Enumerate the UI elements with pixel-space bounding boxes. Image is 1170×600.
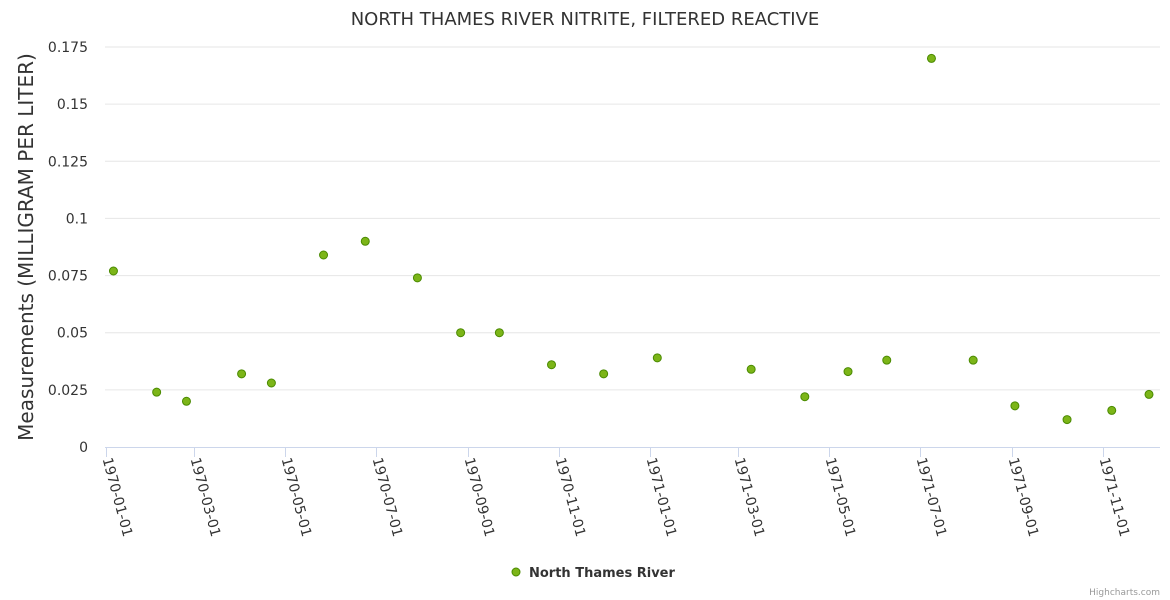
data-point[interactable] <box>1144 389 1154 399</box>
x-tick-label: 1970-05-01 <box>278 456 315 539</box>
data-point[interactable] <box>746 364 756 374</box>
x-tick-label: 1970-01-01 <box>99 456 136 539</box>
y-tick-label: 0.05 <box>57 326 88 342</box>
x-tick-label: 1970-09-01 <box>461 456 498 539</box>
y-tick-label: 0 <box>79 440 88 456</box>
data-point[interactable] <box>266 378 276 388</box>
x-tick-label: 1971-05-01 <box>822 456 859 539</box>
y-tick-label: 0.075 <box>48 269 88 285</box>
legend-label: North Thames River <box>529 566 675 581</box>
x-tick-label: 1971-07-01 <box>913 456 950 539</box>
data-point[interactable] <box>599 369 609 379</box>
x-tick-label: 1971-03-01 <box>731 456 768 539</box>
data-point[interactable] <box>360 236 370 246</box>
data-point[interactable] <box>968 355 978 365</box>
data-point[interactable] <box>319 250 329 260</box>
data-point[interactable] <box>800 392 810 402</box>
x-tick-label: 1971-11-01 <box>1096 456 1133 539</box>
data-point[interactable] <box>547 360 557 370</box>
y-tick-label: 0.175 <box>48 40 88 56</box>
data-point[interactable] <box>412 273 422 283</box>
data-point[interactable] <box>1062 415 1072 425</box>
x-tick-label: 1971-09-01 <box>1005 456 1042 539</box>
y-axis-label: Measurements (MILLIGRAM PER LITER) <box>14 53 38 441</box>
data-point[interactable] <box>456 328 466 338</box>
x-tick-label: 1971-01-01 <box>643 456 680 539</box>
y-tick-label: 0.1 <box>66 211 88 227</box>
data-point[interactable] <box>108 266 118 276</box>
legend-item[interactable]: North Thames River <box>511 566 675 581</box>
data-point[interactable] <box>494 328 504 338</box>
data-point[interactable] <box>237 369 247 379</box>
chart-title: NORTH THAMES RIVER NITRITE, FILTERED REA… <box>351 9 820 30</box>
data-point[interactable] <box>652 353 662 363</box>
data-point[interactable] <box>1107 405 1117 415</box>
data-point[interactable] <box>1010 401 1020 411</box>
data-point[interactable] <box>181 396 191 406</box>
data-point[interactable] <box>926 53 936 63</box>
credits-link[interactable]: Highcharts.com <box>1089 588 1160 598</box>
data-point[interactable] <box>152 387 162 397</box>
y-tick-label: 0.15 <box>57 97 88 113</box>
data-point[interactable] <box>843 367 853 377</box>
legend-marker-icon <box>511 567 521 577</box>
y-tick-label: 0.125 <box>48 154 88 170</box>
data-point[interactable] <box>882 355 892 365</box>
y-tick-label: 0.025 <box>48 383 88 399</box>
x-tick-label: 1970-07-01 <box>369 456 406 539</box>
x-tick-label: 1970-11-01 <box>552 456 589 539</box>
x-tick-label: 1970-03-01 <box>187 456 224 539</box>
